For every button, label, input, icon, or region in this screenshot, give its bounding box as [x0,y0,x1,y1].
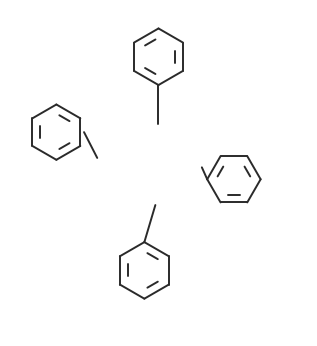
Text: recalculating...: recalculating... [158,162,262,176]
